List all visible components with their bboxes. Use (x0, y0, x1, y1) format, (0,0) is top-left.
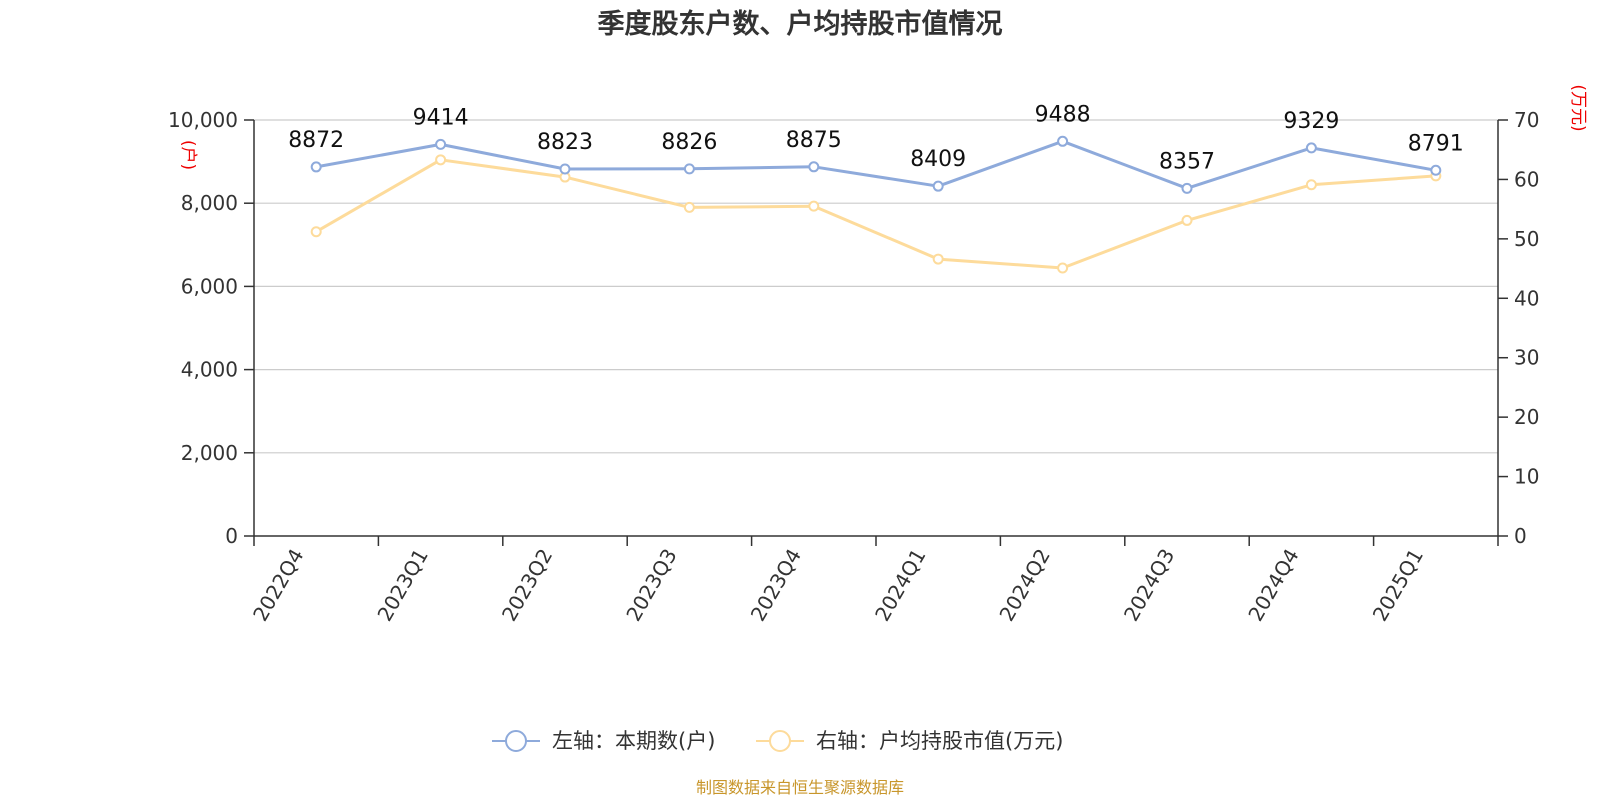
right-tick-label: 40 (1514, 286, 1539, 310)
data-point-left[interactable] (1305, 142, 1317, 154)
series-layer (310, 135, 1442, 274)
x-tick-label: 2024Q3 (1119, 545, 1179, 626)
grid-lines (254, 119, 1498, 454)
right-tick-label: 10 (1514, 465, 1539, 489)
x-tick-label: 2023Q4 (746, 545, 806, 626)
x-tick-label: 2023Q3 (621, 545, 681, 626)
x-tick-label: 2024Q4 (1243, 545, 1303, 626)
legend-label-right: 右轴：户均持股市值(万元) (816, 729, 1063, 753)
data-labels: 8872 9414 8823 8826 8875 8409 9488 8357 9329 8791 (288, 102, 1464, 174)
data-point-left[interactable] (1181, 182, 1193, 194)
data-point-right[interactable] (808, 200, 820, 212)
data-point-left[interactable] (1430, 164, 1442, 176)
data-label: 8409 (910, 147, 966, 172)
x-tick-label: 2025Q1 (1368, 545, 1428, 626)
data-point-right[interactable] (1057, 262, 1069, 274)
data-label: 9488 (1035, 102, 1091, 127)
data-label: 9329 (1283, 109, 1339, 134)
legend-marker-right (769, 730, 791, 752)
left-tick-label: 8,000 (181, 191, 238, 215)
data-point-left[interactable] (683, 163, 695, 175)
data-point-right[interactable] (932, 253, 944, 265)
right-tick-label: 20 (1514, 405, 1539, 429)
right-tick-label: 60 (1514, 167, 1539, 191)
left-tick-label: 4,000 (181, 358, 238, 382)
legend-item-right-series[interactable]: 右轴：户均持股市值(万元) (756, 729, 1063, 753)
right-axis-unit: (万元) (1568, 84, 1588, 131)
data-label: 8826 (661, 130, 717, 155)
data-point-left[interactable] (559, 163, 571, 175)
left-axis-unit: (户) (178, 140, 198, 170)
series-line-left (315, 139, 1437, 190)
data-point-right[interactable] (1305, 179, 1317, 191)
data-point-left[interactable] (932, 180, 944, 192)
x-tick-label: 2023Q1 (372, 545, 432, 626)
left-tick-label: 0 (225, 524, 238, 548)
legend-item-left-series[interactable]: 左轴：本期数(户) (492, 729, 715, 753)
x-tick-label: 2024Q2 (994, 545, 1054, 626)
x-tick-label: 2023Q2 (497, 545, 557, 626)
data-point-left[interactable] (808, 161, 820, 173)
x-tick-label: 2024Q1 (870, 545, 930, 626)
right-tick-label: 0 (1514, 524, 1527, 548)
data-point-left[interactable] (310, 161, 322, 173)
left-tick-label: 2,000 (181, 441, 238, 465)
data-point-left[interactable] (1057, 135, 1069, 147)
data-label: 8872 (288, 128, 344, 153)
data-source: 制图数据来自恒生聚源数据库 (696, 778, 904, 797)
data-point-right[interactable] (1181, 214, 1193, 226)
left-axis-ticks: 0 2,000 4,000 6,000 8,000 10,000 (168, 108, 254, 548)
right-axis-ticks: 0 10 20 30 40 50 60 70 (1498, 108, 1539, 548)
left-tick-label: 10,000 (168, 108, 238, 132)
left-tick-label: 6,000 (181, 274, 238, 298)
right-tick-label: 50 (1514, 227, 1539, 251)
legend: 左轴：本期数(户) 右轴：户均持股市值(万元) (492, 729, 1063, 753)
data-point-right[interactable] (683, 201, 695, 213)
series-line-right (315, 158, 1436, 270)
legend-marker-left (505, 730, 527, 752)
data-point-right[interactable] (310, 226, 322, 238)
data-label: 8791 (1408, 131, 1464, 156)
data-label: 8823 (537, 130, 593, 155)
data-label: 8357 (1159, 149, 1215, 174)
x-axis-ticks: 2022Q4 2023Q1 2023Q2 2023Q3 2023Q4 2024Q1 2024… (248, 536, 1499, 626)
data-point-left[interactable] (435, 138, 447, 150)
data-point-right[interactable] (435, 154, 447, 166)
chart-title: 季度股东户数、户均持股市值情况 (598, 8, 1003, 40)
x-tick-label: 2022Q4 (248, 545, 308, 626)
right-tick-label: 30 (1514, 346, 1539, 370)
right-tick-label: 70 (1514, 108, 1539, 132)
legend-label-left: 左轴：本期数(户) (552, 729, 715, 753)
data-label: 8875 (786, 128, 842, 153)
data-label: 9414 (413, 105, 469, 130)
